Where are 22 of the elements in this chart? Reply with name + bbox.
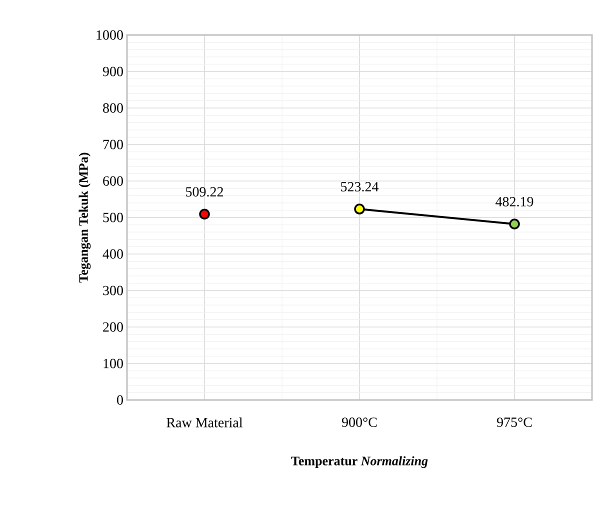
- x-tick-label: 900°C: [342, 418, 377, 427]
- y-tick-label: 500: [103, 212, 123, 222]
- y-tick-label: 700: [103, 140, 123, 150]
- data-label: 509.22: [186, 187, 223, 197]
- y-tick-label: 1000: [96, 30, 123, 40]
- y-axis-title: Tegangan Tekuk (MPa): [78, 152, 91, 283]
- y-tick-label: 300: [103, 286, 123, 296]
- y-tick-label: 100: [104, 358, 123, 368]
- point: [354, 204, 365, 214]
- y-tick-label: 900: [102, 66, 123, 76]
- x-tick-label: 975°C: [496, 418, 532, 427]
- point: [199, 208, 210, 220]
- point: [509, 218, 520, 230]
- x-axis-title: Temperatur Normalizing: [291, 456, 428, 468]
- data-label: 523.24: [341, 182, 379, 192]
- y-tick-label: 400: [102, 249, 123, 259]
- y-tick-label: 200: [103, 322, 123, 332]
- y-tick-label: 600: [103, 176, 123, 186]
- data-label: 482.19: [496, 196, 534, 206]
- x-tick-label: Raw Material: [166, 418, 243, 428]
- y-tick-label: 800: [103, 103, 123, 113]
- y-tick-label: 0: [117, 395, 123, 405]
